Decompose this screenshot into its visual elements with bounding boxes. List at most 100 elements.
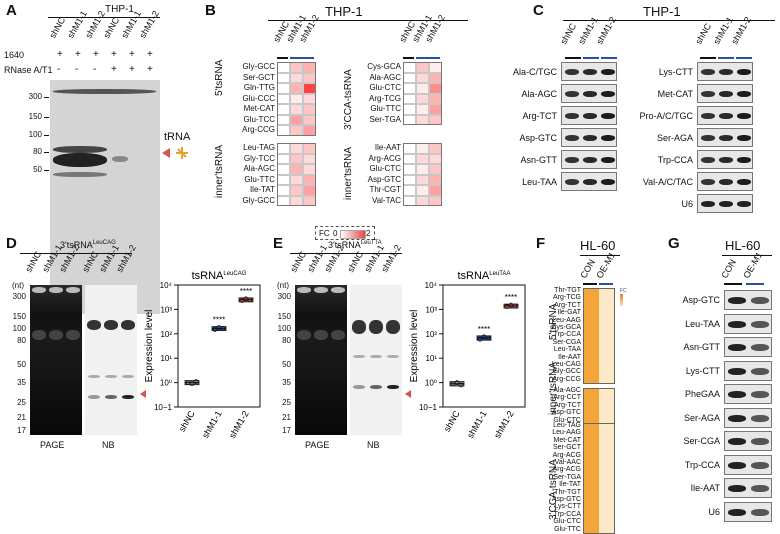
panel-f-row-label: Asp-GTC — [551, 409, 581, 417]
panel-f-oe-column — [599, 288, 615, 385]
panel-f-row-label: Cys-GCA — [551, 324, 581, 331]
nb-band — [105, 395, 117, 399]
panel-b-row-label: Leu-TAG — [243, 143, 275, 152]
panel-a-row2-mark: - — [57, 64, 61, 75]
panel-c-band — [583, 91, 597, 97]
panel-b-heat-cell — [416, 72, 429, 83]
panel-c-band — [565, 69, 579, 75]
panel-f-block-border — [583, 423, 615, 534]
panel-c-band — [719, 91, 733, 97]
panel-f-rule — [580, 255, 620, 256]
panel-c-band — [601, 69, 615, 75]
gel-marker: 50 — [282, 360, 291, 369]
panel-g-blot-label: PheGAA — [684, 389, 720, 399]
panel-c-band — [583, 113, 597, 119]
panel-g-band — [728, 485, 746, 492]
panel-g-band — [751, 438, 769, 445]
panel-f-row-label: Ser-TGA — [553, 473, 581, 481]
chart-point — [477, 336, 483, 342]
panel-c-band — [737, 157, 751, 163]
panel-b-heat-cell — [290, 93, 303, 104]
panel-f-con-column — [583, 423, 599, 534]
expression-chart: 10−1 10⁰ 10¹ 10² 10³ 10⁴ tsRNALeuCAG Expression… — [144, 270, 261, 440]
gel-marker: 300 — [12, 292, 26, 301]
panel-f-row-label: Arg-TCG — [553, 294, 581, 302]
panel-a-row2-mark: + — [111, 64, 117, 75]
panel-f-group-3: 3'CCA-tsRNA — [548, 459, 559, 520]
panel-c-band — [583, 179, 597, 185]
panel-g-band — [728, 438, 746, 445]
panel-f-column-label: CON — [578, 257, 597, 280]
panel-d-rule — [20, 253, 132, 254]
panel-g-band — [751, 485, 769, 492]
panel-b-heat-cell — [416, 185, 429, 196]
panel-g-band — [751, 391, 769, 398]
y-tick-label: 10−1 — [154, 403, 173, 412]
expression-chart: 10−1 10⁰ 10¹ 10² 10³ 10⁴ tsRNALeuTAA Expression… — [409, 270, 526, 440]
panel-c-blot-label: Met-CAT — [657, 89, 693, 99]
panel-a-lane-label: shNC — [101, 15, 122, 40]
panel-c-color-bar — [700, 57, 716, 59]
page-band — [32, 330, 46, 340]
panel-a-marker: 150 — [28, 112, 42, 121]
panel-g-band — [728, 367, 746, 375]
chart-significance: **** — [213, 316, 225, 325]
panel-f-row-label: Leu-TAA — [553, 346, 581, 354]
panel-g-blot-label: Ser-AGA — [683, 412, 720, 423]
panel-c-band — [583, 157, 597, 163]
panel-g-blot — [724, 501, 772, 522]
panel-g-band — [751, 414, 769, 422]
chart-x-label: shM1-1 — [465, 409, 489, 440]
panel-f-row-label: Val-AAC — [554, 459, 581, 466]
panel-e-title-main: 3'tsRNA — [328, 240, 361, 250]
panel-b-row-label: Ile-TAT — [249, 185, 275, 194]
panel-c-band — [701, 113, 715, 119]
panel-b-group-5: 5'tsRNA — [214, 59, 225, 96]
panel-c-blot-label: Ser-AGA — [656, 133, 693, 143]
panel-c-band — [719, 201, 733, 207]
panel-a-row1-mark: + — [111, 49, 117, 60]
page-band — [314, 287, 328, 293]
panel-f-label: F — [536, 235, 546, 252]
nb-band — [122, 375, 134, 378]
gel-marker: 35 — [282, 378, 291, 387]
panel-b-heat-cell — [416, 104, 429, 115]
gel-marker: 25 — [282, 398, 291, 407]
nb-band — [370, 355, 382, 358]
gel-marker: 300 — [277, 292, 291, 301]
panel-b-heat-cell — [290, 164, 303, 175]
panel-f-group-inner: inner'tsRNA — [548, 361, 559, 415]
panel-b-scale-max: 2 — [366, 229, 371, 238]
panel-a-row2-mark: - — [93, 64, 97, 75]
panel-f-scale: FC — [620, 288, 628, 308]
panel-f-row-label: Ser-CGA — [552, 338, 581, 346]
nb-blot — [85, 285, 137, 435]
panel-c-band — [565, 135, 579, 141]
panel-c-blot — [561, 106, 617, 125]
panel-f-row-label: Asp-GTC — [551, 496, 581, 503]
nb-band — [87, 320, 101, 330]
page-band — [49, 330, 63, 340]
panel-g-band — [728, 508, 746, 516]
chart-frame — [177, 284, 261, 408]
panel-b-group-inner: inner'tsRNA — [214, 144, 225, 198]
panel-f-block-border — [583, 388, 615, 425]
panel-f-row-label: Glu-TTC — [554, 525, 581, 533]
panel-g-band — [751, 297, 769, 304]
panel-b-row-label: Gln-TTG — [243, 83, 275, 92]
panel-c-column-label: shNC — [693, 21, 714, 46]
panel-a-marker-tick — [44, 97, 49, 98]
panel-c-band — [737, 201, 751, 207]
panel-b-heat-cell — [290, 72, 303, 83]
panel-g-blot-label: Asn-GTT — [683, 342, 720, 352]
panel-b-block-border — [277, 62, 316, 136]
panel-a-rule — [48, 17, 160, 18]
y-tick-label: 10¹ — [425, 354, 437, 363]
panel-c-band — [601, 91, 615, 97]
y-tick-label: 10⁴ — [160, 281, 173, 290]
panel-g-blot-label: Leu-TAA — [685, 318, 720, 329]
panel-b-color-bar — [277, 57, 288, 59]
chart-point — [512, 303, 518, 309]
panel-g-blot — [724, 313, 772, 334]
page-band — [49, 287, 63, 293]
